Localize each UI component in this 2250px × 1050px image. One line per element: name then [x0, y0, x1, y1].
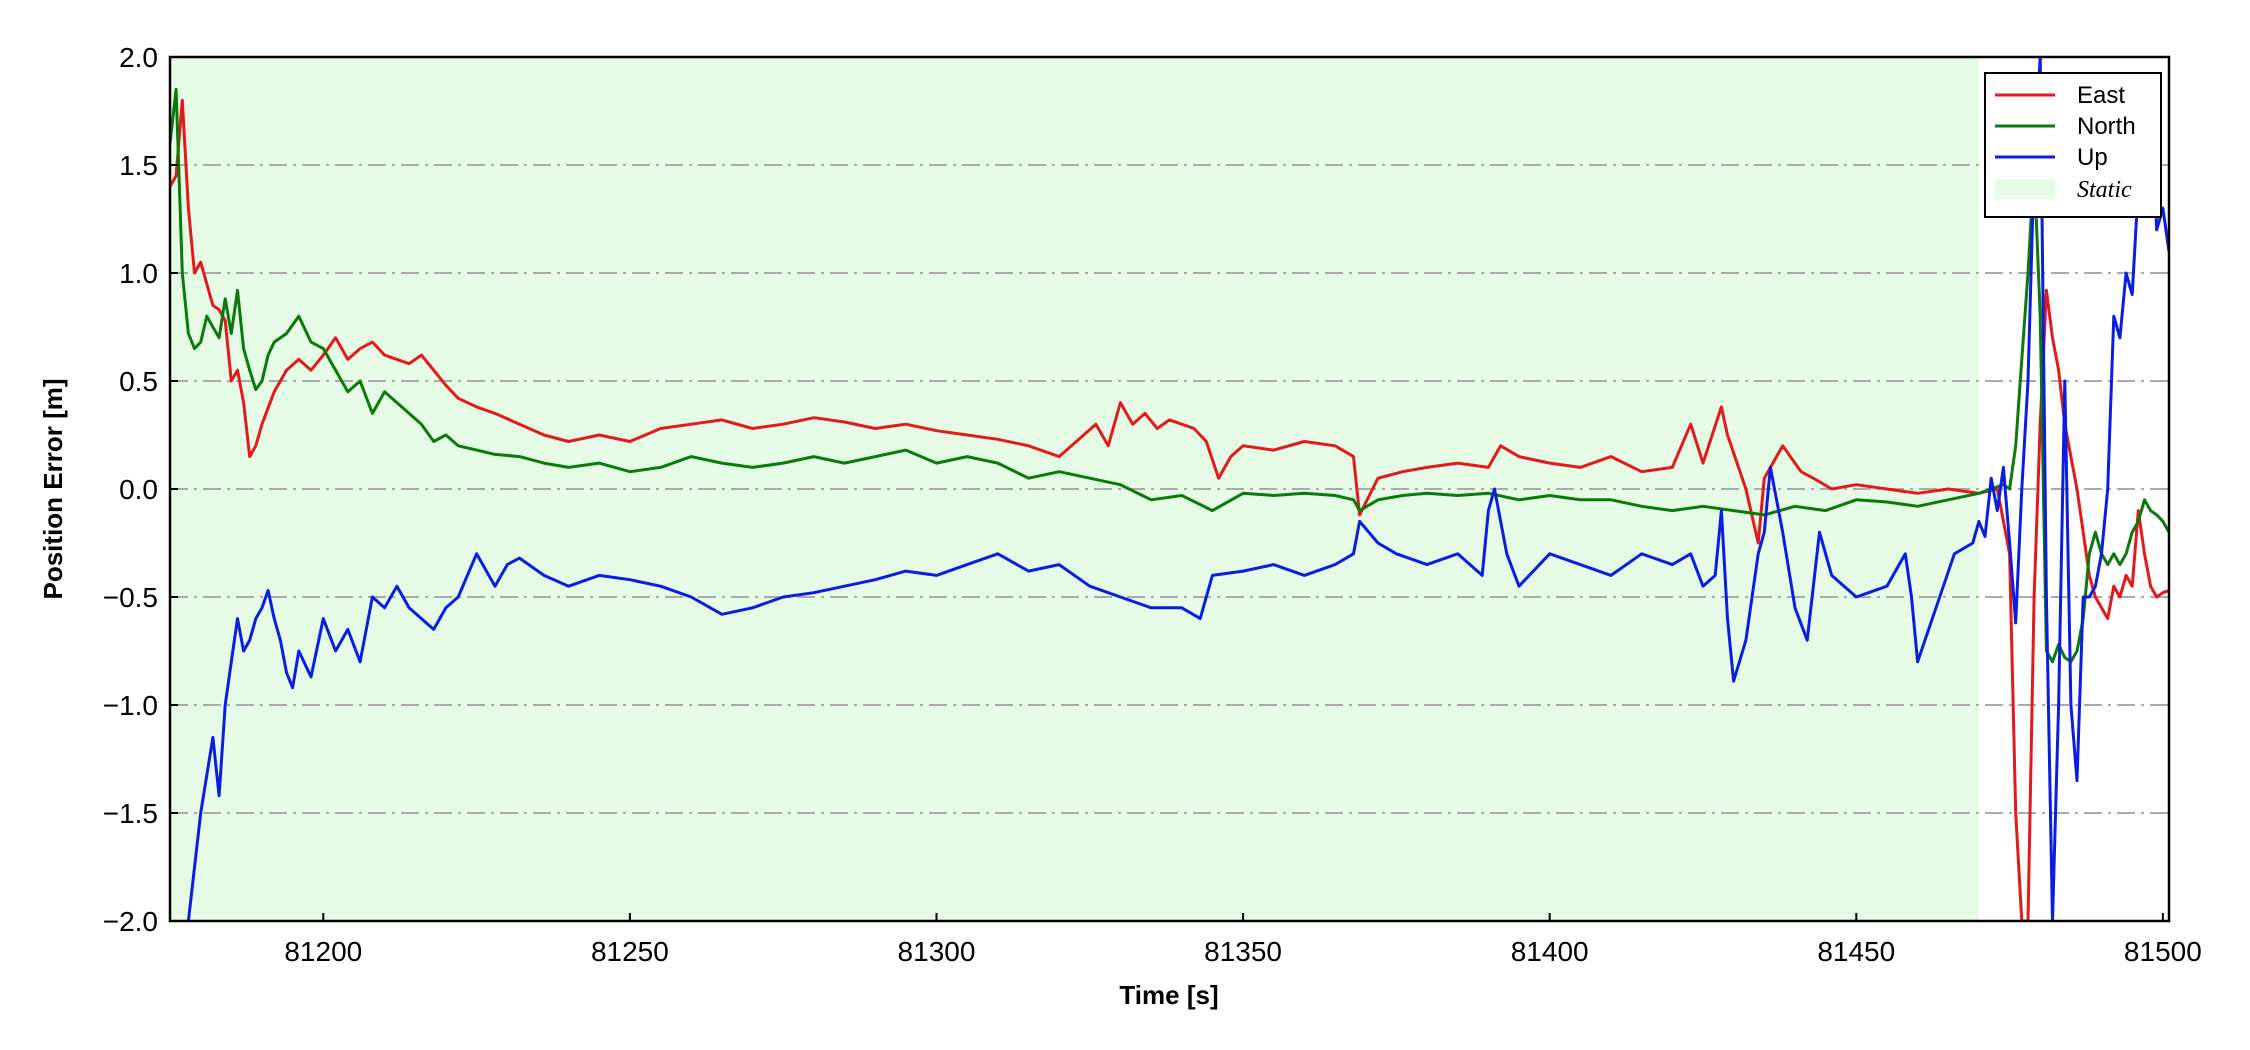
legend-swatch-static — [1995, 179, 2055, 199]
x-axis-title: Time [s] — [1119, 980, 1218, 1010]
y-axis-title: Position Error [m] — [38, 378, 68, 599]
y-tick-label: −1.5 — [103, 798, 158, 829]
y-tick-label: −1.0 — [103, 690, 158, 721]
x-tick-label: 81400 — [1511, 936, 1589, 967]
x-tick-label: 81450 — [1817, 936, 1895, 967]
y-gridlines — [170, 164, 2169, 814]
x-tick-label: 81250 — [591, 936, 669, 967]
series-line-east — [170, 98, 2169, 921]
y-tick-label: 1.0 — [119, 258, 158, 289]
y-tick-label: 0.5 — [119, 366, 158, 397]
x-tick-label: 81200 — [284, 936, 362, 967]
x-tick-label: 81500 — [2124, 936, 2202, 967]
legend-label-north: North — [2077, 113, 2136, 140]
y-tick-label: −2.0 — [103, 906, 158, 937]
axis-ticks: 81200 81250 81300 81350 81400 81450 81500 −2.0 −… — [103, 42, 2202, 967]
legend-label-static: Static — [2077, 177, 2132, 203]
legend: East North Up Static — [1984, 72, 2162, 218]
legend-label-up: Up — [2077, 144, 2108, 171]
y-tick-label: 1.5 — [119, 150, 158, 181]
x-tick-label: 81300 — [898, 936, 976, 967]
y-tick-label: 2.0 — [119, 42, 158, 73]
series-line-north — [170, 87, 2169, 664]
x-tick-label: 81350 — [1204, 936, 1282, 967]
y-tick-label: −0.5 — [103, 582, 158, 613]
legend-label-east: East — [2077, 82, 2125, 109]
y-tick-label: 0.0 — [119, 474, 158, 505]
